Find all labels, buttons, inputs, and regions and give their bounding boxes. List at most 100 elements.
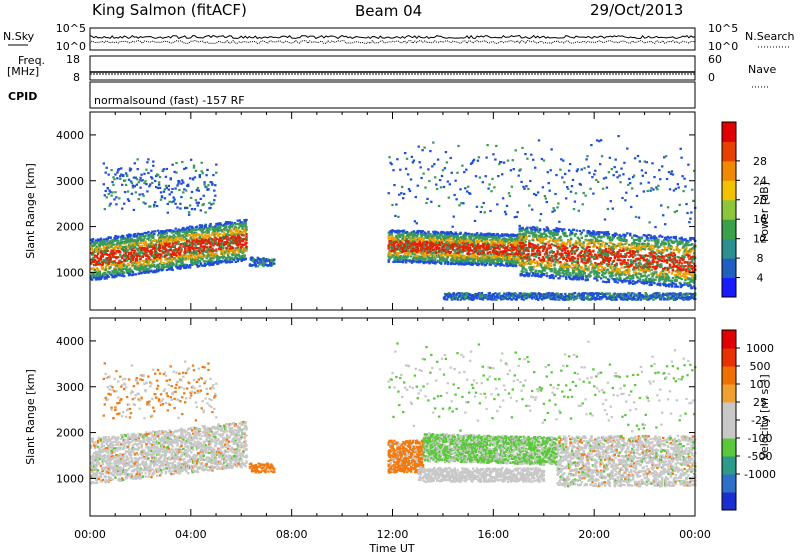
echo-cell <box>133 243 137 247</box>
echo-cell <box>224 224 228 227</box>
echo-cell <box>166 265 170 268</box>
echo-cell <box>188 257 191 260</box>
echo-cell <box>115 269 118 272</box>
echo-cell <box>545 235 549 238</box>
echo-cell <box>245 226 248 229</box>
echo-cell <box>224 225 228 229</box>
echo-cell <box>164 248 168 251</box>
echo-cell <box>181 160 184 164</box>
echo-cell <box>155 270 158 273</box>
echo-cell <box>209 237 212 240</box>
echo-cell <box>174 237 177 240</box>
echo-cell <box>92 267 96 270</box>
echo-cell <box>173 235 176 238</box>
echo-cell <box>178 253 181 256</box>
echo-cell <box>155 204 159 208</box>
echo-cell <box>160 250 164 253</box>
echo-cell <box>157 229 160 232</box>
echo-cell <box>443 262 447 265</box>
echo-cell <box>136 158 139 161</box>
echo-cell <box>145 264 148 267</box>
echo-cell <box>226 230 230 234</box>
echo-cell <box>126 254 130 257</box>
echo-cell <box>134 273 138 276</box>
echo-cell <box>151 259 154 262</box>
echo-cell <box>180 196 183 199</box>
echo-cell <box>134 191 137 194</box>
echo-cell <box>108 253 111 256</box>
echo-cell <box>172 196 175 199</box>
echo-cell <box>141 255 144 258</box>
echo-cell <box>157 183 161 186</box>
echo-cell <box>176 231 179 234</box>
echo-cell <box>139 176 142 179</box>
echo-cell <box>164 230 168 233</box>
echo-cell <box>178 231 181 234</box>
echo-cell <box>138 235 141 238</box>
echo-cell <box>201 238 204 241</box>
echo-cell <box>187 226 190 229</box>
echo-cell <box>167 260 171 263</box>
echo-cell <box>188 204 192 207</box>
echo-cell <box>135 183 138 186</box>
echo-cell <box>169 253 172 256</box>
echo-cell <box>185 227 188 231</box>
echo-cell <box>183 239 186 242</box>
echo-cell <box>96 252 100 255</box>
echo-cell <box>133 162 136 165</box>
echo-cell <box>532 239 535 242</box>
echo-cell <box>542 248 546 251</box>
echo-cell <box>164 258 168 261</box>
echo-cell <box>146 249 149 252</box>
echo-cell <box>416 247 419 250</box>
echo-cell <box>158 186 162 189</box>
beam-title: Beam 04 <box>355 2 422 20</box>
echo-cell <box>416 233 419 236</box>
echo-cell <box>171 243 174 246</box>
echo-cell <box>179 254 182 257</box>
power-echo-marks <box>90 135 697 301</box>
echo-cell <box>524 240 527 243</box>
echo-cell <box>101 255 104 258</box>
echo-cell <box>114 239 117 242</box>
echo-cell <box>215 171 218 174</box>
echo-cell <box>194 169 198 172</box>
echo-cell <box>545 272 549 275</box>
echo-cell <box>165 167 168 171</box>
echo-cell <box>159 261 163 264</box>
echo-cell <box>150 231 153 235</box>
echo-cell <box>150 270 153 273</box>
echo-cell <box>129 246 133 249</box>
noise-right-tick-top: 10^5 <box>708 22 738 35</box>
echo-cell <box>93 268 97 272</box>
echo-cell <box>159 233 163 236</box>
echo-cell <box>98 246 102 249</box>
echo-cell <box>112 243 115 246</box>
echo-cell <box>129 260 133 263</box>
echo-cell <box>186 242 189 245</box>
echo-cell <box>194 231 198 234</box>
echo-cell <box>128 272 132 275</box>
echo-cell <box>482 251 486 254</box>
echo-cell <box>156 174 160 177</box>
echo-cell <box>90 260 93 263</box>
echo-cell <box>101 263 104 266</box>
echo-cell <box>138 247 141 251</box>
echo-cell <box>186 232 189 235</box>
echo-cell <box>113 255 116 259</box>
echo-cell <box>94 247 98 250</box>
freq-panel: Freq. [MHz] 18 8 60 0 Nave <box>7 53 776 88</box>
echo-cell <box>123 191 127 194</box>
echo-cell <box>104 267 107 271</box>
echo-cell <box>189 225 192 228</box>
echo-cell <box>105 257 108 260</box>
echo-cell <box>99 255 103 258</box>
echo-cell <box>548 239 551 242</box>
echo-cell <box>197 264 201 267</box>
echo-cell <box>159 191 163 194</box>
echo-cell <box>459 232 462 235</box>
echo-cell <box>537 272 540 275</box>
echo-cell <box>199 227 203 230</box>
echo-cell <box>173 198 176 201</box>
echo-cell <box>198 236 202 239</box>
